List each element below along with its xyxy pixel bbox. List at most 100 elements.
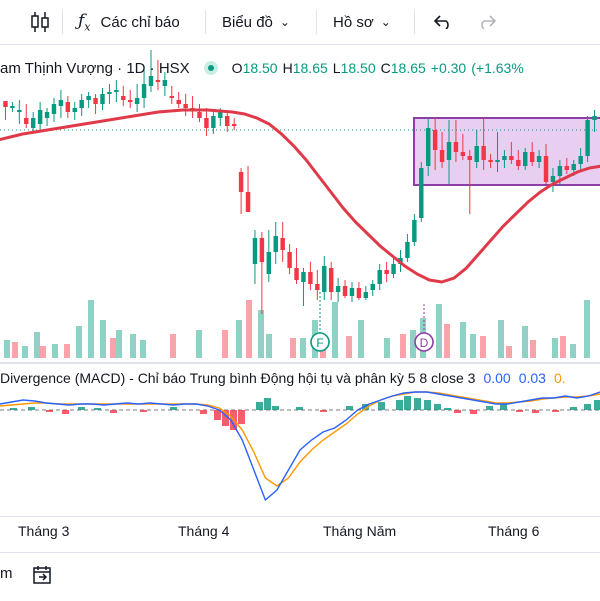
macd-histogram-bar xyxy=(140,410,147,412)
candle xyxy=(204,108,209,136)
volume-bar xyxy=(470,334,476,358)
candle xyxy=(322,256,327,300)
candle xyxy=(363,286,369,300)
macd-histogram-bar xyxy=(222,410,229,426)
macd-histogram-bar xyxy=(200,410,207,414)
candle xyxy=(502,150,507,168)
candle xyxy=(245,166,251,212)
volume-bar xyxy=(40,346,46,358)
volume-bar xyxy=(222,330,228,358)
volume-bar xyxy=(130,334,136,358)
time-axis[interactable]: Tháng 3 Tháng 4 Tháng Năm Tháng 6 xyxy=(0,516,600,545)
candle xyxy=(550,168,556,192)
volume-bar xyxy=(444,324,450,358)
candle xyxy=(183,94,188,116)
volume-bar xyxy=(384,338,390,358)
x-tick-label: Tháng 3 xyxy=(18,523,70,539)
candle xyxy=(453,120,459,162)
marker-f-label: F xyxy=(316,336,323,350)
candles-icon[interactable] xyxy=(30,0,50,44)
candle xyxy=(231,118,237,130)
candle xyxy=(384,262,389,282)
candle xyxy=(127,90,133,108)
candle xyxy=(211,112,216,134)
volume-bar xyxy=(76,326,82,358)
macd-histogram-bar xyxy=(78,407,85,410)
candle xyxy=(169,86,175,104)
candle xyxy=(536,150,542,168)
candle xyxy=(405,234,410,262)
volume-bar xyxy=(570,344,576,358)
volume-bar xyxy=(400,334,406,358)
macd-histogram-bar xyxy=(10,408,17,410)
volume-bar xyxy=(246,300,252,358)
volume-bar xyxy=(480,336,486,358)
marker-f[interactable]: F xyxy=(310,292,330,352)
candle xyxy=(51,98,57,122)
volume-bar xyxy=(258,310,264,358)
macd-histogram-bar xyxy=(414,398,421,410)
volume-bar xyxy=(64,344,70,358)
candle xyxy=(280,222,285,262)
volume-bar xyxy=(300,338,306,358)
candle xyxy=(516,150,521,170)
volume-bar xyxy=(320,348,326,358)
candle xyxy=(391,258,396,278)
pane-separator[interactable] xyxy=(0,362,600,364)
candle xyxy=(44,108,50,126)
profile-button[interactable]: Hồ sơ ⌄ xyxy=(333,0,391,44)
volume-bar xyxy=(332,302,338,358)
candle xyxy=(155,60,161,90)
candle xyxy=(24,104,29,128)
chevron-down-icon: ⌄ xyxy=(380,15,391,29)
candle xyxy=(356,282,362,300)
volume-bar xyxy=(116,330,122,358)
low-key: L xyxy=(332,60,341,76)
candle xyxy=(523,148,528,170)
bottom-left-text: m xyxy=(0,565,13,582)
candle xyxy=(412,214,417,246)
volume-bar xyxy=(460,322,466,358)
candle xyxy=(121,86,126,106)
candle xyxy=(585,116,590,162)
candle xyxy=(287,244,292,274)
candle xyxy=(294,248,299,284)
goto-date-icon[interactable] xyxy=(32,565,54,590)
candle xyxy=(134,84,140,112)
macd-signal-value: 0.03 xyxy=(518,370,546,386)
chart-type-label: Biểu đồ xyxy=(222,13,273,31)
macd-histogram-bar xyxy=(238,410,245,424)
moving-average-line xyxy=(0,108,600,284)
candle xyxy=(592,110,597,132)
candle xyxy=(37,102,43,132)
undo-icon[interactable] xyxy=(434,0,452,44)
macd-histogram-bar xyxy=(346,406,353,410)
open-value: 18.50 xyxy=(242,60,278,76)
candle xyxy=(495,132,500,172)
top-toolbar: ƒx Các chỉ báo Biểu đồ ⌄ Hồ sơ ⌄ xyxy=(0,0,600,45)
fx-icon: ƒx xyxy=(78,10,91,34)
marker-d-label: D xyxy=(420,336,429,350)
redo-icon[interactable] xyxy=(478,0,496,44)
volume-bar xyxy=(410,330,416,358)
volume-bar xyxy=(52,344,58,358)
candle xyxy=(301,268,306,306)
indicators-button[interactable]: ƒx Các chỉ báo xyxy=(78,0,180,44)
candle xyxy=(72,102,77,120)
volume-bar xyxy=(266,334,272,358)
candle xyxy=(10,102,15,112)
chart-type-button[interactable]: Biểu đồ ⌄ xyxy=(222,0,290,44)
candle xyxy=(481,118,486,170)
volume-bar xyxy=(290,338,296,358)
candle xyxy=(335,278,341,302)
macd-histogram-bar xyxy=(94,408,101,410)
candle xyxy=(100,88,105,110)
marker-d[interactable]: D xyxy=(414,304,434,352)
candle xyxy=(141,70,147,108)
macd-histogram-bar xyxy=(110,410,117,413)
change-value: +0.30 xyxy=(430,60,467,76)
volume-bar xyxy=(170,334,176,358)
candle xyxy=(315,270,320,300)
candle xyxy=(176,92,181,108)
